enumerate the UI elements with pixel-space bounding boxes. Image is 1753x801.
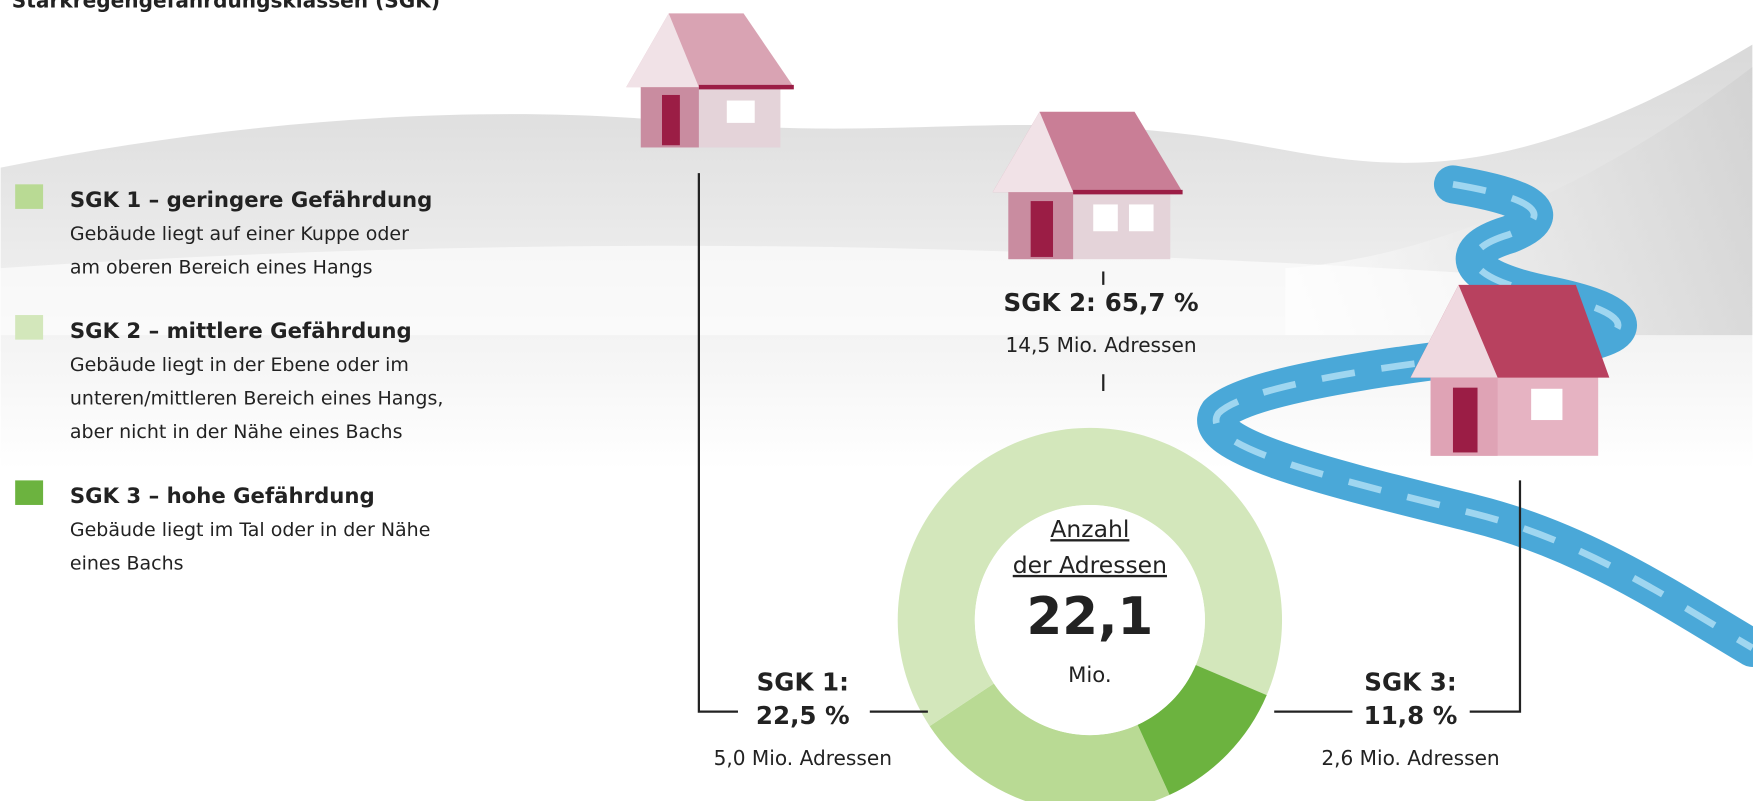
center-heading: Anzahl [1050, 515, 1129, 543]
center-heading: der Adressen [1013, 551, 1167, 579]
legend-title: SGK 3 – hohe Gefährdung [70, 484, 375, 509]
center-unit: Mio. [1068, 663, 1112, 688]
legend-swatch [15, 480, 43, 505]
slice-detail: 14,5 Mio. Adressen [1005, 333, 1196, 357]
legend-description: am oberen Bereich eines Hangs [70, 257, 373, 279]
slice-name: SGK 1: [757, 668, 849, 697]
legend-description: Gebäude liegt in der Ebene oder im [70, 354, 409, 376]
slice-detail: 5,0 Mio. Adressen [714, 746, 892, 770]
infographic: Starkregengefährdungsklassen (SGK) SGK 1… [0, 0, 1753, 801]
legend-swatch [15, 184, 43, 209]
legend-description: eines Bachs [70, 553, 184, 575]
legend-description: Gebäude liegt auf einer Kuppe oder [70, 223, 409, 245]
center-value: 22,1 [1026, 587, 1153, 647]
legend-title: SGK 1 – geringere Gefährdung [70, 188, 432, 213]
slice-value-label: 22,5 % [756, 701, 850, 730]
legend-description: aber nicht in der Nähe eines Bachs [70, 421, 403, 443]
donut: Anzahl der Adressen 22,1 Mio. [898, 428, 1282, 801]
slice-name: SGK 3: [1364, 668, 1456, 697]
house [626, 13, 794, 147]
legend-description: Gebäude liegt im Tal oder in der Nähe [70, 519, 430, 541]
slice-value-label: 65,7 % [1105, 288, 1199, 317]
legend-description: unteren/mittleren Bereich eines Hangs, [70, 387, 444, 409]
slice-name: SGK 2: [1004, 288, 1096, 317]
slice-value-label: 11,8 % [1364, 701, 1458, 730]
legend-title: SGK 2 – mittlere Gefährdung [70, 319, 412, 344]
legend-swatch [15, 315, 43, 340]
title: Starkregengefährdungsklassen (SGK) [12, 0, 440, 13]
slice-detail: 2,6 Mio. Adressen [1321, 746, 1499, 770]
